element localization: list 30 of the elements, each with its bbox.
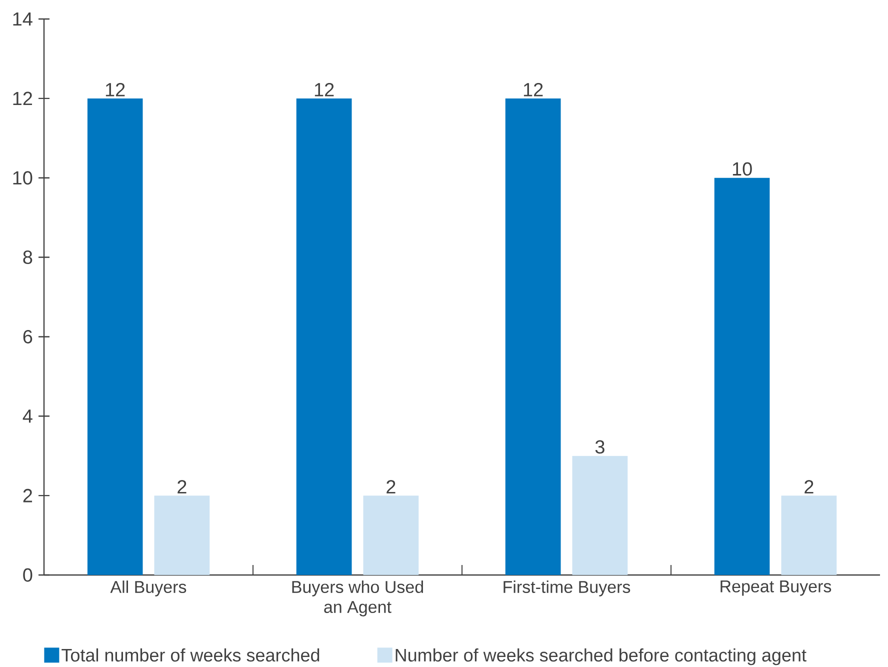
bar <box>505 98 561 575</box>
bar <box>714 178 770 575</box>
data-label: 3 <box>595 440 604 454</box>
data-label: 12 <box>524 82 543 96</box>
bar <box>154 496 210 575</box>
data-label: 12 <box>314 82 334 96</box>
y-tick-label: 10 <box>13 171 32 185</box>
y-tick-label: 0 <box>23 568 32 582</box>
bar <box>363 496 419 575</box>
y-tick-label: 2 <box>23 488 32 502</box>
x-tick-label: All Buyers <box>110 580 186 596</box>
y-tick-label: 14 <box>13 12 32 26</box>
data-label: 2 <box>178 480 186 494</box>
bar <box>572 456 628 575</box>
x-tick-label: Buyers who Used an Agent <box>292 580 423 616</box>
bar <box>87 98 143 575</box>
y-tick-label: 6 <box>23 330 32 344</box>
legend-label: Total number of weeks searched <box>62 648 320 662</box>
data-label: 12 <box>106 82 125 96</box>
x-tick-label: First-time Buyers <box>504 580 630 596</box>
bar <box>781 496 837 575</box>
x-tick-label: Repeat Buyers <box>720 580 832 596</box>
data-label: 10 <box>732 162 752 176</box>
legend-label: Number of weeks searched before contacting agent <box>396 648 806 666</box>
y-tick-label: 4 <box>22 410 32 423</box>
y-tick-label: 12 <box>13 92 32 106</box>
data-label: 2 <box>804 480 814 494</box>
bar <box>296 98 352 575</box>
y-tick-label: 8 <box>23 250 32 264</box>
data-label: 2 <box>386 480 396 494</box>
